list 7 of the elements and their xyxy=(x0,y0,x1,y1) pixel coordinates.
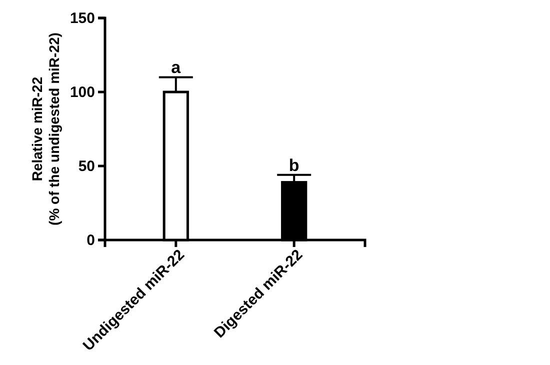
y-tick-label: 50 xyxy=(78,158,95,175)
annotation: b xyxy=(288,156,300,175)
y-axis-title: Relative miR-22 (% of the undigested miR-22) xyxy=(29,32,62,226)
y-tick-label: 0 xyxy=(86,232,95,249)
annotation: a xyxy=(171,58,182,78)
y-tick-label: 100 xyxy=(70,84,95,101)
y-tick-label: 150 xyxy=(70,10,95,27)
